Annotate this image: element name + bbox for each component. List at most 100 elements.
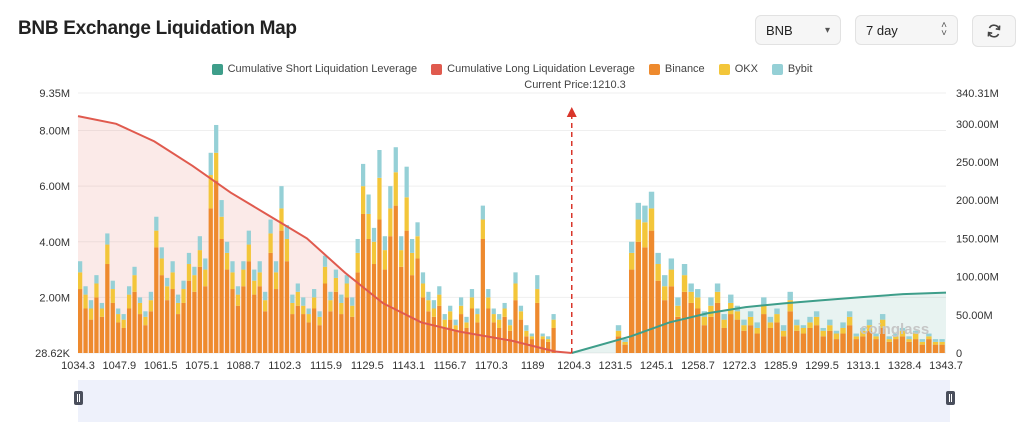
refresh-button[interactable] <box>972 15 1016 47</box>
okx-bar <box>208 175 213 209</box>
binance-bar <box>919 344 925 353</box>
binance-bar <box>513 300 518 353</box>
bybit-bar <box>899 327 906 331</box>
y-right-tick-label: 340.31M <box>956 88 999 100</box>
binance-bar <box>415 258 420 353</box>
legend-item[interactable]: Bybit <box>771 63 812 75</box>
okx-bar <box>284 238 290 262</box>
okx-bar <box>295 291 300 306</box>
okx-bar <box>502 308 507 317</box>
binance-bar <box>181 302 186 353</box>
binance-bar <box>794 330 800 353</box>
bybit-bar <box>497 314 502 320</box>
bybit-bar <box>181 280 186 290</box>
binance-bar <box>317 325 322 353</box>
legend-label: Binance <box>664 63 705 75</box>
binance-bar <box>939 344 945 353</box>
legend-item[interactable]: Cumulative Short Liquidation Leverage <box>211 63 417 75</box>
okx-bar <box>110 289 115 303</box>
binance-bar <box>159 275 164 353</box>
x-tick-label: 1129.5 <box>351 360 384 372</box>
time-range-select[interactable]: 7 day ˄ ˅ <box>855 15 958 45</box>
binance-bar <box>458 314 464 353</box>
bybit-bar <box>371 227 377 242</box>
bybit-bar <box>252 269 257 281</box>
bybit-bar <box>529 333 534 337</box>
okx-bar <box>491 314 496 323</box>
bybit-bar <box>919 339 925 342</box>
y-right-tick-label: 50.00M <box>956 310 993 322</box>
binance-bar <box>322 283 328 353</box>
binance-bar <box>668 286 675 353</box>
updown-chevron-icon: ˄ ˅ <box>941 20 947 39</box>
binance-bar <box>404 230 409 353</box>
binance-bar <box>518 319 524 353</box>
bybit-bar <box>148 291 153 301</box>
range-handle-left[interactable] <box>74 391 83 405</box>
okx-bar <box>480 219 485 239</box>
bybit-bar <box>241 261 246 270</box>
bybit-bar <box>807 316 813 323</box>
binance-bar <box>110 302 115 353</box>
bybit-bar <box>388 186 393 209</box>
range-handle-right[interactable] <box>946 391 955 405</box>
okx-bar <box>322 266 328 284</box>
binance-bar <box>366 238 371 353</box>
binance-bar <box>827 330 833 353</box>
bybit-bar <box>431 300 436 309</box>
okx-bar <box>681 275 688 292</box>
symbol-select[interactable]: BNB ▾ <box>755 15 841 45</box>
okx-bar <box>827 325 833 331</box>
binance-bar <box>734 319 741 353</box>
bybit-bar <box>306 308 311 315</box>
bybit-bar <box>257 261 262 273</box>
bybit-bar <box>774 308 780 315</box>
okx-bar <box>377 177 382 220</box>
okx-bar <box>840 327 846 334</box>
bybit-bar <box>662 275 668 287</box>
bybit-bar <box>480 205 485 220</box>
okx-bar <box>116 314 121 323</box>
okx-bar <box>932 341 939 345</box>
legend-item[interactable]: Binance <box>648 63 705 75</box>
okx-bar <box>132 275 137 292</box>
bybit-bar <box>186 252 192 265</box>
range-scroll-track[interactable] <box>78 380 950 422</box>
binance-bar <box>393 205 398 353</box>
binance-bar <box>224 269 230 353</box>
okx-bar <box>333 277 339 292</box>
bybit-bar <box>279 186 284 209</box>
legend-item[interactable]: OKX <box>718 63 758 75</box>
bybit-bar <box>820 327 826 331</box>
binance-bar <box>246 261 251 353</box>
liquidation-chart: 9.35M 8.00M 6.00M 4.00M 2.00M 28.62K 340.31M 30… <box>35 88 999 372</box>
legend-item[interactable]: Cumulative Long Liquidation Leverage <box>431 63 635 75</box>
okx-bar <box>393 172 398 206</box>
bybit-bar <box>787 291 793 301</box>
binance-bar <box>197 266 202 353</box>
bybit-bar <box>192 266 197 276</box>
okx-bar <box>886 339 892 342</box>
bybit-bar <box>833 330 840 334</box>
bybit-bar <box>681 264 688 276</box>
bybit-bar <box>83 286 88 295</box>
bybit-bar <box>458 297 464 306</box>
binance-bar <box>257 286 262 353</box>
binance-bar <box>328 311 333 353</box>
bybit-bar <box>203 258 208 270</box>
okx-bar <box>431 308 436 317</box>
okx-bar <box>540 336 545 340</box>
binance-bar <box>615 336 622 353</box>
binance-bar <box>502 316 507 353</box>
binance-bar <box>701 325 708 353</box>
okx-bar <box>339 302 344 315</box>
binance-bar <box>912 339 919 353</box>
okx-bar <box>906 339 912 342</box>
bybit-bar <box>105 233 110 245</box>
okx-bar <box>833 333 840 340</box>
okx-bar <box>688 291 694 303</box>
okx-bar <box>361 186 366 214</box>
binance-bar <box>860 336 866 353</box>
x-tick-label: 1034.3 <box>61 360 95 372</box>
bybit-bar <box>268 219 273 234</box>
